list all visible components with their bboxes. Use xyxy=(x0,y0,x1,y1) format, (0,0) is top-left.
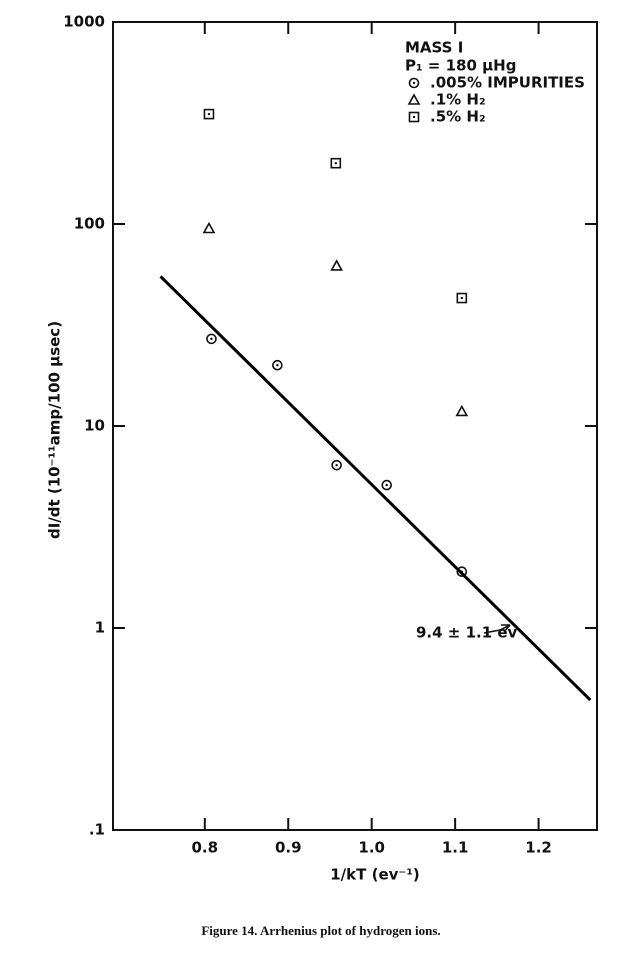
data-point xyxy=(203,108,215,120)
legend-marker xyxy=(408,111,420,123)
fit-line xyxy=(159,275,592,702)
y-tick-label: 100 xyxy=(74,215,105,233)
x-tick-label: 1.0 xyxy=(358,839,385,857)
legend-title: P₁ = 180 μHg xyxy=(405,57,516,75)
data-point xyxy=(206,333,217,345)
x-tick-label: 0.8 xyxy=(192,839,219,857)
y-tick-label: 1000 xyxy=(63,13,105,31)
data-point xyxy=(331,459,342,471)
x-tick-label: 1.1 xyxy=(442,839,469,857)
legend-title: MASS I xyxy=(405,39,463,57)
x-tick-label: 0.9 xyxy=(275,839,302,857)
figure-caption: Figure 14. Arrhenius plot of hydrogen io… xyxy=(201,923,440,938)
legend-label: .5% H₂ xyxy=(430,108,486,126)
annotation: 9.4 ± 1.1 ev xyxy=(416,624,518,642)
annotation-arrowhead xyxy=(501,624,511,633)
legend-label: .1% H₂ xyxy=(430,91,486,109)
legend-label: .005% IMPURITIES xyxy=(430,74,585,92)
data-point xyxy=(381,479,393,491)
y-tick-label: 1 xyxy=(95,619,105,637)
annotation-arrow xyxy=(483,624,511,634)
x-tick-label: 1.2 xyxy=(525,839,552,857)
x-axis-label: 1/kT (ev⁻¹) xyxy=(330,866,420,884)
y-axis-label: dI/dt (10⁻¹¹amp/100 μsec) xyxy=(46,321,64,539)
data-point xyxy=(330,259,344,271)
legend-marker xyxy=(407,93,421,105)
y-tick-label: .1 xyxy=(89,821,105,839)
data-point xyxy=(456,292,468,304)
data-point xyxy=(202,221,216,234)
data-point xyxy=(272,359,283,371)
y-tick-label: 10 xyxy=(84,417,105,435)
plot-frame xyxy=(112,21,598,831)
data-point xyxy=(330,157,342,169)
data-point xyxy=(455,404,469,417)
legend-marker xyxy=(408,77,420,89)
